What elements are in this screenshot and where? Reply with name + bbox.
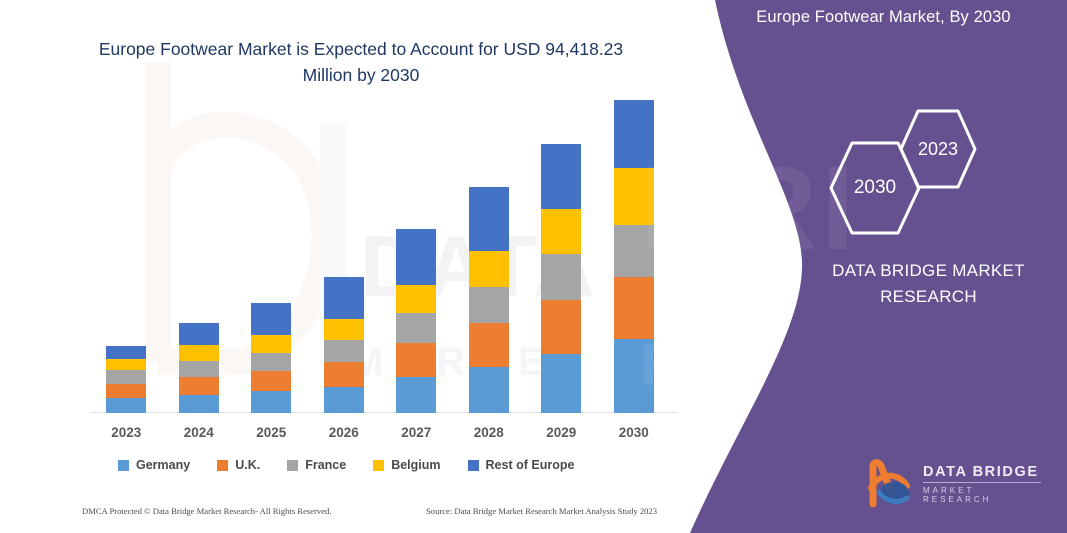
legend-swatch-icon [287,459,299,471]
bar-segment-2030-france [613,224,654,277]
bar-segment-2024-u-k [178,376,219,395]
bar-segment-2023-germany [106,398,147,413]
bar-segment-2027-u-k [396,342,437,377]
legend-label: U.K. [235,458,261,472]
bar-2027 [396,229,437,413]
bar-segment-2027-germany [396,376,437,413]
bar-segment-2026-france [323,340,364,362]
legend-label: Belgium [391,458,441,472]
bar-segment-2023-belgium [106,358,147,370]
bar-segment-2025-u-k [251,371,292,392]
bar-segment-2027-belgium [396,284,437,314]
bar-2025 [251,303,292,413]
legend-item-belgium[interactable]: Belgium [373,458,441,472]
panel-title: Europe Footwear Market, By 2030 [756,8,1011,26]
legend-swatch-icon [217,459,229,471]
x-tick-2026: 2026 [328,425,359,440]
legend-label: Rest of Europe [485,458,575,472]
bar-2026 [323,276,364,413]
legend-item-rest-of-europe[interactable]: Rest of Europe [467,458,575,472]
chart-legend: Germany U.K. France Belgium Rest of Europe [118,455,601,475]
bar-2023 [106,346,147,413]
legend-swatch-icon [373,459,385,471]
logo-text: DATA BRIDGE MARKET RESEARCH [923,464,1045,504]
x-tick-2028: 2028 [473,425,504,440]
bar-segment-2025-france [251,352,292,372]
legend-item-germany[interactable]: Germany [118,458,190,472]
bar-segment-2030-rest-of-europe [613,100,654,169]
bar-segment-2026-germany [323,386,364,413]
bar-segment-2027-rest-of-europe [396,229,437,285]
bar-segment-2030-germany [613,339,654,413]
bar-segment-2027-france [396,313,437,343]
bar-segment-2026-u-k [323,361,364,387]
x-tick-2029: 2029 [546,425,577,440]
x-tick-2027: 2027 [401,425,432,440]
bar-segment-2028-belgium [468,250,509,288]
brand-name: DATA BRIDGE MARKET RESEARCH [832,261,1025,306]
company-logo: DATA BRIDGE MARKET RESEARCH [865,456,1045,512]
hexagon-2030-label: 2030 [853,177,897,198]
bar-segment-2025-rest-of-europe [251,303,292,335]
bar-segment-2028-u-k [468,323,509,367]
bar-segment-2026-belgium [323,318,364,341]
bar-segment-2025-belgium [251,334,292,353]
x-axis-line [90,412,678,413]
bar-segment-2023-france [106,369,147,384]
x-tick-2023: 2023 [111,425,142,440]
bar-segment-2024-belgium [178,344,219,361]
x-axis-tick-labels: 2023 2024 2025 2026 2027 2028 2029 2030 [90,422,670,446]
footer-copyright: DMCA Protected © Data Bridge Market Rese… [82,506,332,516]
legend-label: France [305,458,347,472]
chart-title: Europe Footwear Market is Expected to Ac… [98,39,624,85]
bar-segment-2029-france [541,254,582,300]
legend-swatch-icon [118,459,129,471]
bar-2028 [468,187,509,413]
bar-segment-2024-germany [178,394,219,413]
bar-segment-2030-u-k [613,276,654,340]
logo-line-1: DATA BRIDGE [923,464,1039,480]
bar-segment-2029-u-k [541,299,582,355]
legend-swatch-icon [467,459,479,471]
bar-segment-2029-belgium [541,208,582,255]
legend-item-france[interactable]: France [287,458,346,472]
bar-segment-2028-rest-of-europe [468,187,509,251]
bar-segment-2024-france [178,360,219,377]
logo-line-2: MARKET RESEARCH [923,486,992,504]
bar-segment-2028-germany [468,366,509,413]
hexagon-2023-label: 2023 [917,138,959,159]
bar-2029 [541,144,582,413]
bar-segment-2023-u-k [106,383,147,399]
bar-segment-2023-rest-of-europe [106,346,147,359]
data-bridge-b-logo-icon [865,458,917,508]
bar-segment-2029-rest-of-europe [541,144,582,209]
hexagon-badge-2030: 2030 [828,140,922,236]
bar-segment-2028-france [468,287,509,324]
x-tick-2030: 2030 [618,425,649,440]
x-tick-2025: 2025 [256,425,287,440]
bar-segment-2030-belgium [613,168,654,225]
x-tick-2024: 2024 [183,425,214,440]
bar-segment-2029-germany [541,354,582,413]
footer-source: Source: Data Bridge Market Research Mark… [426,506,658,516]
legend-item-u-k[interactable]: U.K. [217,458,260,472]
bar-segment-2024-rest-of-europe [178,323,219,345]
stacked-bar-chart [90,100,670,413]
bar-segment-2026-rest-of-europe [323,276,364,319]
logo-divider [923,482,1041,483]
footer: DMCA Protected © Data Bridge Market Rese… [82,506,682,522]
bar-2024 [178,323,219,413]
panel-curve-divider [620,0,840,533]
legend-label: Germany [136,458,191,472]
bar-segment-2025-germany [251,391,292,413]
bar-2030 [613,100,654,413]
